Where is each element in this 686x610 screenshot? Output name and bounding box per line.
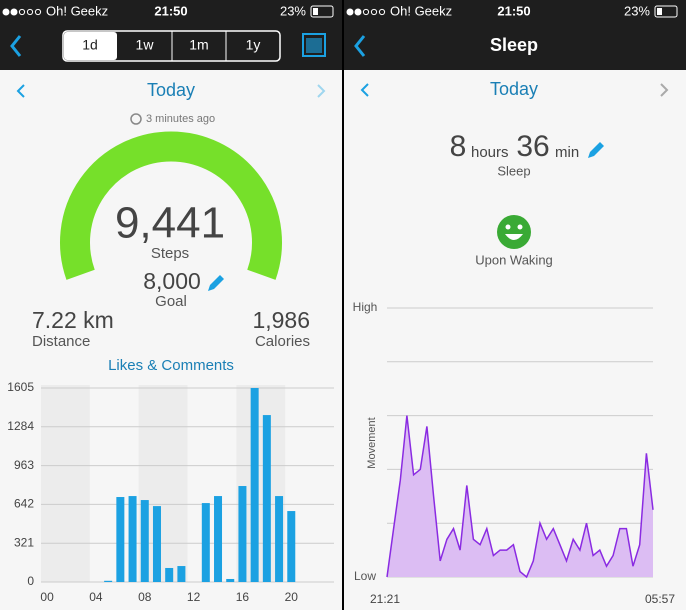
x-tick-label: 00 (40, 590, 54, 604)
sleep-hours: 8 (450, 130, 467, 163)
y-tick-label: 1605 (7, 380, 34, 394)
calories-label: Calories (255, 333, 310, 350)
chart-title: Likes & Comments (108, 357, 234, 374)
bar (226, 578, 235, 582)
hour-shading (41, 385, 90, 582)
goal-value: 8,000 (143, 268, 201, 294)
y-axis-label: Movement (366, 417, 378, 468)
bar (177, 566, 186, 582)
back-button[interactable] (10, 35, 22, 57)
prev-day[interactable] (16, 84, 25, 98)
battery-level (657, 8, 662, 15)
date: Today (147, 80, 195, 100)
clock: 21:50 (154, 3, 187, 18)
tab-label[interactable]: 1y (246, 37, 261, 53)
carrier: Oh! Geekz (46, 3, 108, 18)
signal-dots (346, 8, 386, 16)
bar (165, 567, 174, 582)
bar (250, 388, 259, 582)
screen-title: Sleep (490, 35, 538, 55)
x-tick-label: 12 (187, 590, 201, 604)
sleep-chart: Low High Movement 21:21 05:57 (353, 300, 676, 606)
bar (275, 496, 284, 582)
clock: 21:50 (497, 3, 530, 18)
bar (116, 497, 125, 582)
y-tick-label: 0 (27, 574, 34, 588)
calendar-icon[interactable] (302, 33, 326, 57)
refresh-icon (130, 113, 142, 125)
minutes-unit: min (555, 144, 579, 161)
mood-label: Upon Waking (475, 252, 553, 267)
tab-label[interactable]: 1w (136, 37, 155, 53)
y-tick-label: 963 (14, 458, 34, 472)
battery-text: 23% (280, 3, 306, 18)
next-day[interactable] (317, 84, 326, 98)
goal-label: Goal (155, 293, 187, 310)
bar-chart: 0 321 642 963 1284 1605 00 04 08 12 16 20 (7, 380, 334, 604)
x-tick-label: 20 (285, 590, 299, 604)
steps-value: 9,441 (115, 199, 225, 248)
x-label-end: 05:57 (645, 592, 675, 606)
edit-sleep[interactable] (588, 142, 604, 158)
bar (128, 496, 137, 582)
distance-value: 7.22 km (32, 307, 114, 333)
back-button[interactable] (354, 35, 366, 57)
y-tick-label: High (353, 300, 378, 314)
bar (152, 506, 161, 582)
selected-tab-bg (64, 32, 117, 60)
x-tick-label: 04 (89, 590, 103, 604)
sleep-label: Sleep (497, 163, 530, 178)
right-top-bar (344, 0, 686, 70)
x-tick-label: 16 (236, 590, 250, 604)
sleep-minutes: 36 (516, 130, 549, 163)
bar (201, 503, 210, 582)
battery-icon (654, 5, 678, 18)
bar (262, 415, 271, 582)
bar (214, 496, 223, 582)
battery-text: 23% (624, 3, 650, 18)
steps-label: Steps (151, 245, 189, 262)
signal-dots (2, 8, 42, 16)
hours-unit: hours (471, 144, 509, 161)
prev-day[interactable] (360, 83, 369, 97)
tab-label[interactable]: 1d (82, 37, 98, 53)
y-tick-label: 1284 (7, 419, 34, 433)
smiley-icon (497, 215, 531, 249)
bar (104, 580, 113, 582)
y-tick-label: 642 (14, 497, 34, 511)
carrier: Oh! Geekz (390, 3, 452, 18)
edit-goal[interactable] (208, 275, 224, 291)
calories-value: 1,986 (252, 307, 310, 333)
movement-line (386, 415, 654, 579)
battery-icon (310, 5, 334, 18)
y-tick-label: 321 (14, 535, 34, 549)
steps-gauge (60, 131, 282, 280)
distance-label: Distance (32, 333, 90, 350)
left-top-bar (0, 0, 342, 70)
next-day[interactable] (660, 83, 669, 97)
updated: 3 minutes ago (146, 113, 215, 125)
battery-level (313, 8, 318, 15)
tab-label[interactable]: 1m (189, 37, 208, 53)
x-label-start: 21:21 (370, 592, 400, 606)
bar (238, 486, 247, 582)
x-tick-label: 08 (138, 590, 152, 604)
y-tick-label: Low (354, 569, 376, 583)
movement-area (387, 415, 653, 577)
bar (287, 511, 296, 582)
bar (140, 500, 149, 582)
date: Today (490, 79, 538, 99)
